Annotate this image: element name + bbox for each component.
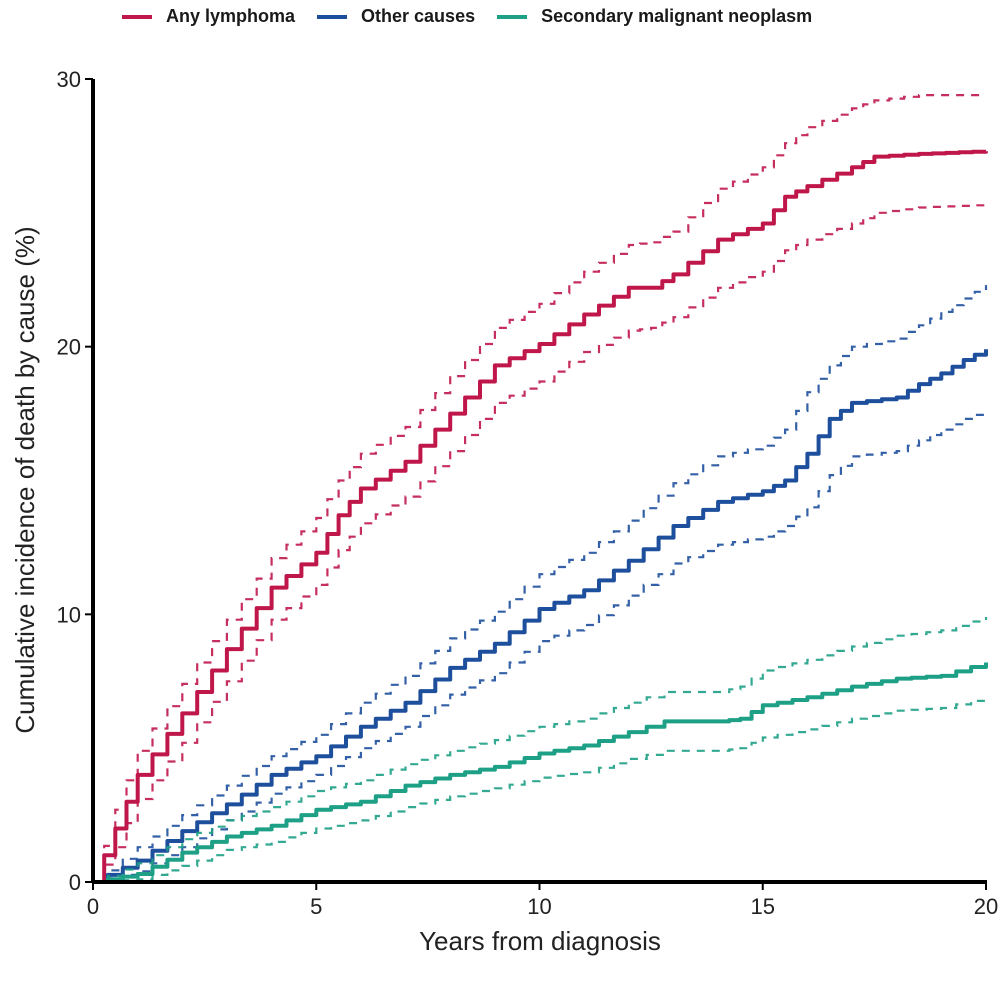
- series-any-lymphoma-line: [93, 149, 988, 884]
- series-other-causes-ci-upper-line: [93, 285, 988, 884]
- x-tick-label-10: 10: [527, 894, 551, 919]
- series-other-causes: [93, 285, 988, 884]
- x-tick-label-0: 0: [87, 894, 99, 919]
- legend-label-secondary-malignant-neoplasm: Secondary malignant neoplasm: [541, 6, 813, 26]
- legend-item-any-lymphoma: Any lymphoma: [122, 6, 295, 27]
- x-axis-title: Years from diagnosis: [419, 926, 661, 956]
- legend-label-other-causes: Other causes: [361, 6, 476, 26]
- series-layer: [93, 94, 988, 884]
- legend-item-secondary-malignant-neoplasm: Secondary malignant neoplasm: [497, 6, 812, 27]
- series-secondary-malignant-neoplasm-line: [93, 662, 988, 884]
- x-tick-label-5: 5: [310, 894, 322, 919]
- series-other-causes-line: [93, 349, 988, 884]
- ticks-layer: 0 5 10 15 20 0 10 20 30: [57, 67, 999, 919]
- y-tick-label-30: 30: [57, 67, 81, 92]
- y-tick-label-20: 20: [57, 335, 81, 360]
- series-secondary-malignant-neoplasm: [93, 617, 988, 884]
- series-any-lymphoma: [93, 94, 988, 884]
- x-tick-label-15: 15: [751, 894, 775, 919]
- legend-swatch-any-lymphoma: [122, 14, 152, 19]
- series-any-lymphoma-ci-upper-line: [93, 94, 986, 884]
- y-tick-label-10: 10: [57, 602, 81, 627]
- series-secondary-malignant-neoplasm-ci-upper-line: [93, 617, 988, 884]
- series-secondary-malignant-neoplasm-ci-lower-line: [93, 697, 988, 884]
- legend-label-any-lymphoma: Any lymphoma: [166, 6, 296, 26]
- legend-item-other-causes: Other causes: [317, 6, 475, 27]
- x-tick-label-20: 20: [974, 894, 998, 919]
- y-axis-title: Cumulative incidence of death by cause (…: [10, 226, 40, 733]
- series-any-lymphoma-ci-lower-line: [93, 204, 988, 884]
- series-other-causes-ci-lower-line: [93, 410, 988, 884]
- legend: Any lymphoma Other causes Secondary mali…: [122, 6, 834, 27]
- axes-layer: [91, 79, 987, 884]
- legend-swatch-secondary-malignant-neoplasm: [497, 14, 528, 19]
- legend-swatch-other-causes: [317, 14, 348, 19]
- y-tick-label-0: 0: [69, 870, 81, 895]
